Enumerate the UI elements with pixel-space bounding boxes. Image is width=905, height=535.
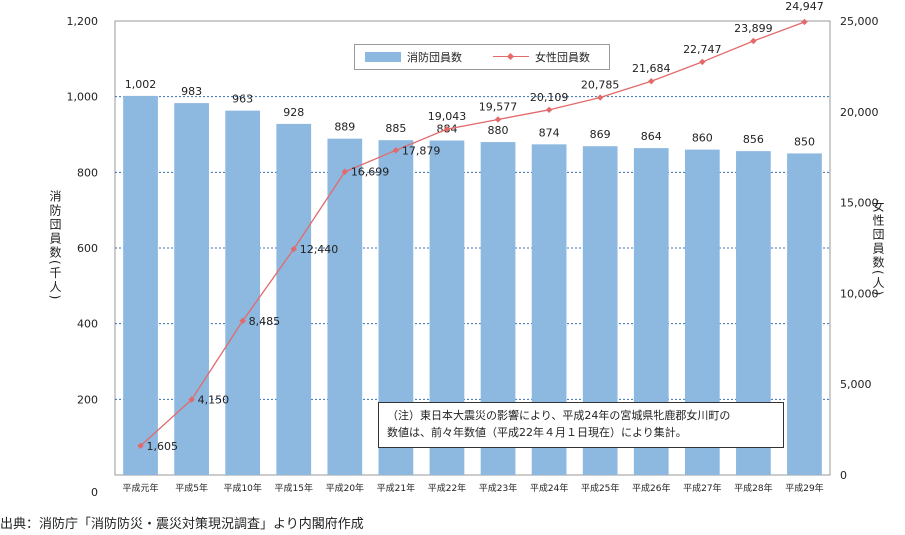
- line-marker: [648, 78, 655, 85]
- bar: [787, 153, 822, 475]
- category-label: 平成元年: [123, 482, 159, 494]
- category-label: 平成27年: [683, 482, 721, 494]
- bar: [276, 123, 312, 475]
- line-marker: [750, 37, 757, 45]
- left-axis-title: 消防団員数(千人): [48, 190, 62, 302]
- bar-value-label: 864: [641, 130, 662, 143]
- left-tick-label: 0: [91, 486, 98, 499]
- bar: [174, 103, 209, 476]
- bar: [123, 95, 158, 475]
- category-label: 平成25年: [581, 482, 619, 494]
- line-value-label: 8,485: [249, 315, 281, 328]
- line-value-label: 23,899: [734, 22, 773, 35]
- note-line-2: 数値は、前々年数値（平成22年４月１日現在）により集計。: [387, 426, 687, 439]
- bar-value-label: 928: [283, 106, 304, 119]
- legend: 消防団員数 女性団員数: [354, 44, 610, 70]
- line-marker: [341, 168, 349, 175]
- category-label: 平成10年: [223, 482, 261, 494]
- line-marker: [596, 94, 604, 101]
- left-tick-label: 1,000: [67, 91, 99, 104]
- line-marker: [801, 18, 808, 26]
- left-tick-label: 600: [77, 242, 98, 255]
- line-value-label: 16,699: [351, 166, 390, 179]
- bar-value-label: 963: [232, 93, 253, 106]
- bar-value-label: 983: [181, 85, 202, 98]
- bar: [327, 138, 363, 475]
- right-tick-label: 25,000: [840, 15, 879, 28]
- bar-value-label: 880: [488, 124, 509, 137]
- category-label: 平成24年: [530, 482, 568, 494]
- line-value-label: 1,605: [147, 440, 179, 453]
- line-marker: [137, 442, 144, 450]
- line-value-label: 20,785: [581, 79, 620, 92]
- category-label: 平成22年: [428, 482, 466, 494]
- category-label: 平成28年: [734, 482, 772, 494]
- bar-value-label: 860: [692, 132, 713, 145]
- line-marker: [699, 58, 706, 66]
- line-marker: [239, 317, 246, 325]
- right-tick-label: 15,000: [840, 197, 879, 210]
- category-label: 平成23年: [479, 482, 517, 494]
- line-marker: [443, 125, 451, 133]
- line-value-label: 24,947: [785, 0, 824, 13]
- line-value-label: 19,043: [428, 110, 467, 123]
- legend-item-line: 女性団員数: [493, 45, 590, 69]
- bar-value-label: 869: [590, 128, 611, 141]
- line-marker: [545, 106, 553, 114]
- right-tick-label: 5,000: [840, 378, 872, 391]
- female-members-line: [140, 21, 805, 447]
- bar-value-label: 889: [334, 121, 355, 134]
- line-value-label: 4,150: [198, 394, 230, 407]
- note-line-1: （注）東日本大震災の影響により、平成24年の宮城県牝鹿郡女川町の: [387, 409, 731, 422]
- right-tick-label: 20,000: [840, 106, 879, 119]
- category-label: 平成20年: [326, 482, 364, 494]
- line-value-label: 21,684: [632, 62, 671, 75]
- legend-bar-label: 消防団員数: [407, 51, 462, 64]
- legend-item-bars: 消防団員数: [365, 45, 462, 69]
- line-value-label: 20,109: [530, 91, 569, 104]
- bar-value-label: 850: [794, 135, 815, 148]
- category-label: 平成5年: [175, 482, 208, 494]
- line-marker: [494, 116, 502, 123]
- legend-line-label: 女性団員数: [535, 51, 590, 64]
- line-value-label: 17,879: [402, 144, 441, 157]
- line-value-label: 19,577: [479, 100, 518, 113]
- right-tick-label: 0: [840, 469, 847, 482]
- line-value-label: 12,440: [300, 243, 339, 256]
- left-tick-label: 200: [77, 393, 98, 406]
- source-caption: 出典：消防庁「消防防災・震災対策現況調査」より内閣府作成: [0, 517, 364, 532]
- line-marker: [188, 396, 195, 403]
- category-label: 平成21年: [377, 482, 415, 494]
- line-value-label: 22,747: [683, 43, 722, 56]
- category-label: 平成26年: [632, 482, 670, 494]
- left-tick-label: 400: [77, 318, 98, 331]
- left-tick-label: 800: [77, 166, 98, 179]
- line-marker: [290, 245, 297, 253]
- note-box: （注）東日本大震災の影響により、平成24年の宮城県牝鹿郡女川町の 数値は、前々年…: [378, 402, 784, 448]
- right-axis-title: 女性団員数(人): [871, 200, 885, 298]
- bar: [225, 110, 261, 475]
- category-label: 平成29年: [785, 482, 823, 494]
- bar-value-label: 874: [539, 126, 560, 139]
- category-label: 平成15年: [275, 482, 313, 494]
- right-tick-label: 10,000: [840, 287, 879, 300]
- bar-value-label: 885: [385, 122, 406, 135]
- left-tick-label: 1,200: [67, 15, 99, 28]
- bar-value-label: 856: [743, 133, 764, 146]
- legend-line-swatch: [493, 52, 529, 62]
- bar-value-label: 1,002: [125, 78, 157, 91]
- legend-bar-swatch: [365, 52, 401, 62]
- line-marker: [392, 147, 400, 154]
